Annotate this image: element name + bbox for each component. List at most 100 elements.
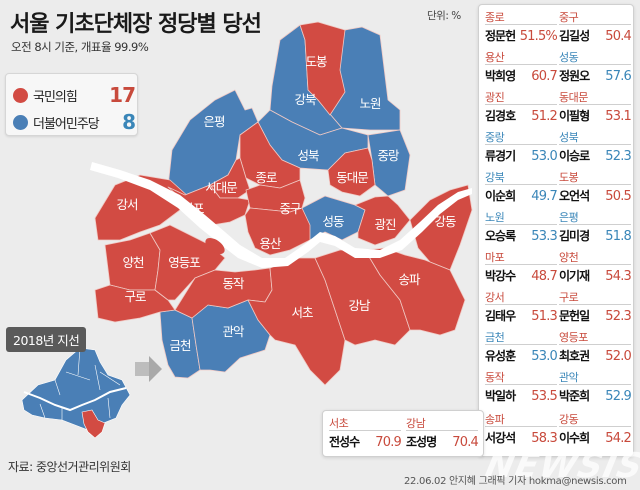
map-label-gangnam: 강남 <box>348 298 371 313</box>
red-dot-icon <box>13 87 28 103</box>
district-name: 종로 <box>485 9 557 25</box>
map-label-gangseo: 강서 <box>116 197 137 212</box>
result-cell: 도봉 오언석 50.5 <box>559 169 632 204</box>
map-labels: 도봉 강북 노원 은평 성북 중랑 종로 서대문 동대문 강서 마포 중구 성동… <box>116 54 457 353</box>
district-name: 동작 <box>485 369 557 385</box>
vote-pct: 51.2 <box>531 109 558 124</box>
vote-pct: 53.1 <box>605 109 632 124</box>
district-name: 금천 <box>485 329 557 345</box>
map-label-yeongdeungpo: 영등포 <box>168 255 200 270</box>
vote-pct: 52.9 <box>605 389 632 404</box>
vote-pct: 70.4 <box>452 435 479 450</box>
map-label-seongdong: 성동 <box>322 214 344 229</box>
vote-pct: 53.5 <box>531 389 558 404</box>
legend-label: 더불어민주당 <box>33 116 100 132</box>
district-name: 강서 <box>485 289 557 305</box>
district-yongsan[interactable] <box>244 207 311 256</box>
vote-pct: 51.8 <box>605 229 632 244</box>
vote-pct: 51.5% <box>519 29 558 44</box>
vote-pct: 49.7 <box>531 189 558 204</box>
winner-name: 이필형 <box>559 109 590 123</box>
vote-pct: 50.4 <box>605 29 632 44</box>
district-name: 서초 <box>329 415 401 431</box>
map-label-seodaemun: 서대문 <box>205 180 237 195</box>
district-name: 성북 <box>559 129 631 145</box>
page-title: 서울 기초단체장 정당별 당선 <box>10 12 262 37</box>
winner-name: 김미경 <box>559 229 590 243</box>
district-name: 마포 <box>485 249 557 265</box>
winner-name: 김길성 <box>559 29 590 43</box>
winner-name: 서강석 <box>485 431 516 445</box>
winner-name: 조성명 <box>406 435 437 449</box>
winner-name: 이승로 <box>559 149 590 163</box>
result-cell: 관악 박준희 52.9 <box>559 369 632 404</box>
map-label-songpa: 송파 <box>398 272 421 287</box>
result-cell: 송파 서강석 58.3 <box>485 411 558 446</box>
winner-name: 정문헌 <box>485 29 516 43</box>
vote-pct: 54.2 <box>605 431 632 446</box>
map-label-gangbuk: 강북 <box>294 92 316 107</box>
map-label-guro: 구로 <box>124 289 146 304</box>
yeouido-island <box>205 238 225 254</box>
map-label-nowon: 노원 <box>359 96 381 111</box>
winner-name: 오언석 <box>559 189 590 203</box>
district-name: 강동 <box>559 411 631 427</box>
district-dongdaemun[interactable] <box>327 147 376 197</box>
vote-pct: 52.3 <box>605 149 632 164</box>
district-songpa[interactable] <box>364 247 466 336</box>
district-name: 용산 <box>485 49 557 65</box>
district-name: 강북 <box>485 169 557 185</box>
result-cell: 광진 김경호 51.2 <box>485 89 558 124</box>
map-label-gangdong: 강동 <box>434 214 456 229</box>
vote-pct: 53.3 <box>531 229 558 244</box>
result-cell: 노원 오승록 53.3 <box>485 209 558 244</box>
unit-label: 단위: % <box>427 10 461 22</box>
map-label-jungnang: 중랑 <box>377 148 400 163</box>
winner-name: 전성수 <box>329 435 360 449</box>
vote-pct: 54.3 <box>605 269 632 284</box>
legend-item-dp: 더불어민주당 8 <box>13 110 136 134</box>
vote-pct: 70.9 <box>375 435 402 450</box>
party-legend: 국민의힘 17 더불어민주당 8 <box>5 73 138 136</box>
result-cell: 중구 김길성 50.4 <box>559 9 632 44</box>
result-cell: 성동 정원오 57.6 <box>559 49 632 84</box>
result-cell: 영등포 최호권 52.0 <box>559 329 632 364</box>
district-gangdong[interactable] <box>409 184 473 271</box>
winner-name: 정원오 <box>559 69 590 83</box>
district-jungnang[interactable] <box>367 129 411 197</box>
vote-pct: 53.0 <box>531 149 558 164</box>
winner-name: 이수희 <box>559 431 590 445</box>
map-label-jongno: 종로 <box>255 170 277 185</box>
source-note: 자료: 중앙선거관리위원회 <box>8 460 131 474</box>
map-label-eunpyeong: 은평 <box>203 114 224 129</box>
result-cell: 강서 김태우 51.3 <box>485 289 558 324</box>
district-name: 양천 <box>559 249 631 265</box>
result-cell: 양천 이기재 54.3 <box>559 249 632 284</box>
legend-count: 8 <box>122 110 136 134</box>
legend-count: 17 <box>109 83 136 107</box>
winner-name: 유성훈 <box>485 349 516 363</box>
winner-name: 최호권 <box>559 349 590 363</box>
winner-name: 오승록 <box>485 229 516 243</box>
vote-pct: 60.7 <box>531 69 558 84</box>
vote-pct: 53.0 <box>531 349 558 364</box>
map-label-dongjak: 동작 <box>222 276 245 291</box>
district-name: 구로 <box>559 289 631 305</box>
map-label-gwangjin: 광진 <box>374 217 396 232</box>
district-name: 성동 <box>559 49 631 65</box>
seoul-map: 도봉 강북 노원 은평 성북 중랑 종로 서대문 동대문 강서 마포 중구 성동… <box>21 21 473 439</box>
result-cell: 강남 조성명 70.4 <box>406 415 479 450</box>
district-name: 중랑 <box>485 129 557 145</box>
result-cell: 동작 박일하 53.5 <box>485 369 558 404</box>
district-name: 관악 <box>559 369 631 385</box>
subtitle: 오전 8시 기준, 개표율 99.9% <box>11 40 149 54</box>
winner-name: 이순희 <box>485 189 516 203</box>
district-gwangjin[interactable] <box>354 195 411 246</box>
district-dobong[interactable] <box>299 21 346 116</box>
map-label-seongbuk: 성북 <box>297 148 319 163</box>
winner-name: 문헌일 <box>559 309 590 323</box>
